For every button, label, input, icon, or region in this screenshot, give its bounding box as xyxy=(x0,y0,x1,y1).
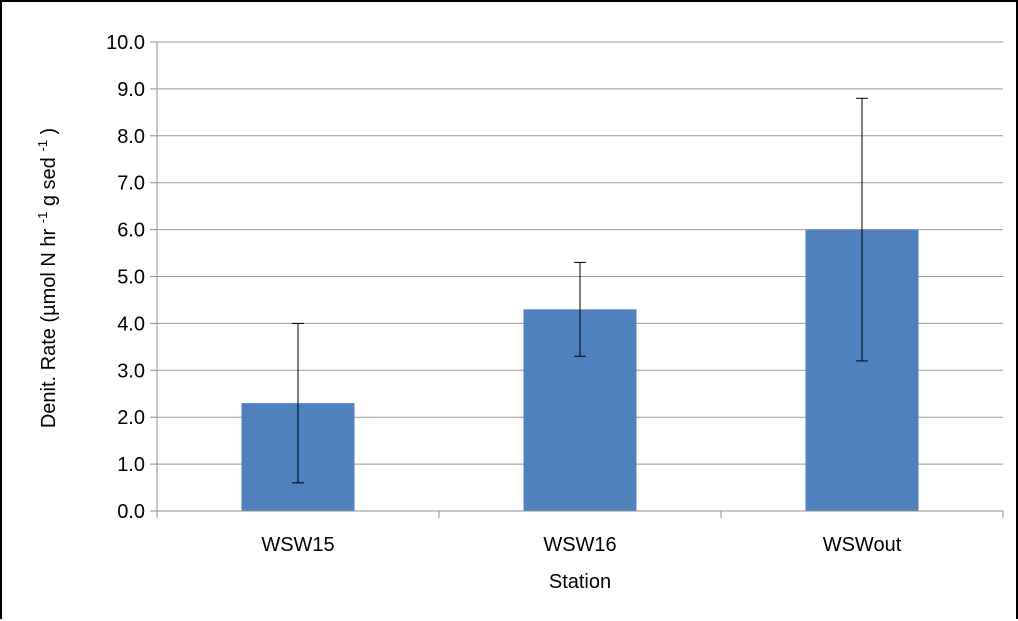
x-tick-label: WSW16 xyxy=(543,534,616,556)
axes xyxy=(150,41,1004,518)
error-bars xyxy=(292,97,868,484)
y-tick-label: 9.0 xyxy=(117,79,145,101)
y-tick-labels: 0.0 1.0 2.0 3.0 4.0 5.0 6.0 7.0 8.0 9.0 10.0 xyxy=(106,32,145,523)
y-axis-title-sup1: -1 xyxy=(35,212,50,224)
y-tick-label: 5.0 xyxy=(117,267,145,289)
y-tick-label: 2.0 xyxy=(117,407,145,429)
y-axis-title-sup2: -1 xyxy=(35,140,50,152)
y-axis-title-middle: g sed xyxy=(38,157,60,206)
y-tick-label: 4.0 xyxy=(117,313,145,335)
y-tick-label: 7.0 xyxy=(117,173,145,195)
x-tick-labels: WSW15 WSW16 WSWout xyxy=(261,534,901,556)
x-axis-title: Station xyxy=(549,571,611,593)
y-tick-label: 6.0 xyxy=(117,220,145,242)
y-axis-title-prefix: Denit. Rate (µmol N hr xyxy=(38,228,60,428)
y-tick-label: 3.0 xyxy=(117,360,145,382)
x-tick-label: WSW15 xyxy=(261,534,334,556)
y-tick-label: 10.0 xyxy=(106,32,145,54)
x-tick-label: WSWout xyxy=(823,534,902,556)
y-tick-label: 0.0 xyxy=(117,501,145,523)
y-axis-title-suffix: ) xyxy=(38,128,60,135)
y-tick-label: 8.0 xyxy=(117,126,145,148)
y-axis-title: Denit. Rate (µmol N hr -1 g sed -1 ) xyxy=(30,128,60,428)
y-tick-label: 1.0 xyxy=(117,454,145,476)
